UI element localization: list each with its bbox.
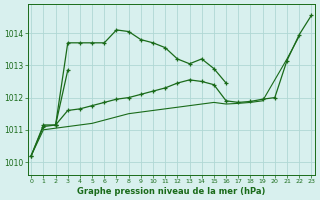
X-axis label: Graphe pression niveau de la mer (hPa): Graphe pression niveau de la mer (hPa) — [77, 187, 266, 196]
